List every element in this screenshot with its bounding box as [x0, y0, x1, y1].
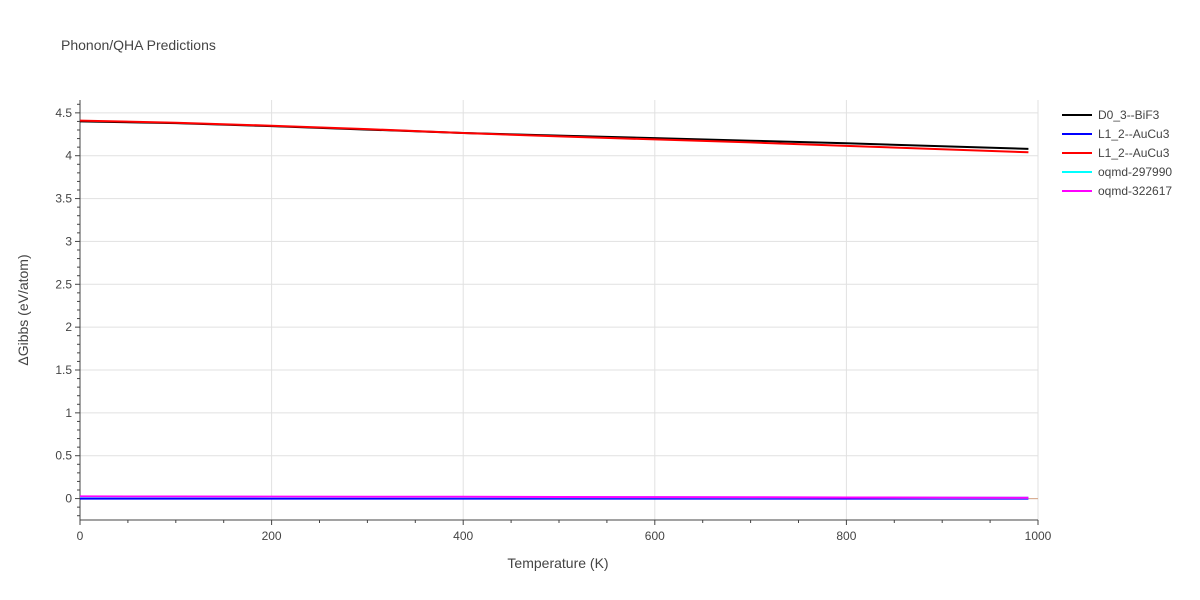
x-tick-label: 800 [836, 529, 856, 543]
legend[interactable]: D0_3--BiF3 L1_2--AuCu3 L1_2--AuCu3 oqmd-297… [1062, 108, 1172, 198]
series-line-1 [79, 120, 1029, 150]
legend-label: oqmd-322617 [1098, 184, 1172, 198]
x-tick-label: 0 [77, 529, 84, 543]
series-line-3 [79, 119, 1029, 154]
x-tick-label: 200 [262, 529, 282, 543]
y-tick-label: 0.5 [55, 449, 72, 463]
y-tick-label: 3.5 [55, 192, 72, 206]
grid [80, 100, 1039, 520]
y-tick-label: 1.5 [55, 363, 72, 377]
y-tick-label: 4 [65, 149, 72, 163]
legend-item-5[interactable]: oqmd-322617 [1062, 184, 1172, 198]
x-tick-label: 600 [645, 529, 665, 543]
y-tick-label: 3 [65, 234, 72, 248]
legend-item-3[interactable]: L1_2--AuCu3 [1062, 146, 1170, 160]
legend-label: L1_2--AuCu3 [1098, 146, 1170, 160]
legend-item-2[interactable]: L1_2--AuCu3 [1062, 127, 1170, 141]
legend-label: D0_3--BiF3 [1098, 108, 1160, 122]
y-tick-label: 2.5 [55, 277, 72, 291]
y-axis-title: ΔGibbs (eV/atom) [15, 254, 31, 365]
y-tick-label: 0 [65, 492, 72, 506]
legend-item-1[interactable]: D0_3--BiF3 [1062, 108, 1160, 122]
y-tick-label: 1 [65, 406, 72, 420]
legend-item-4[interactable]: oqmd-297990 [1062, 165, 1172, 179]
series-line-5 [79, 495, 1029, 499]
legend-label: L1_2--AuCu3 [1098, 127, 1170, 141]
tick-labels: 0 200 400 600 800 1000 0 0.5 1 1.5 2 2.5 3 3.5 4 4.5 [55, 106, 1051, 543]
legend-label: oqmd-297990 [1098, 165, 1172, 179]
y-tick-label: 2 [65, 320, 72, 334]
axes [75, 100, 1039, 525]
x-tick-label: 1000 [1025, 529, 1052, 543]
x-tick-label: 400 [453, 529, 473, 543]
series-layer [79, 119, 1029, 500]
y-tick-label: 4.5 [55, 106, 72, 120]
chart-title: Phonon/QHA Predictions [61, 37, 216, 53]
x-axis-title: Temperature (K) [507, 555, 608, 571]
